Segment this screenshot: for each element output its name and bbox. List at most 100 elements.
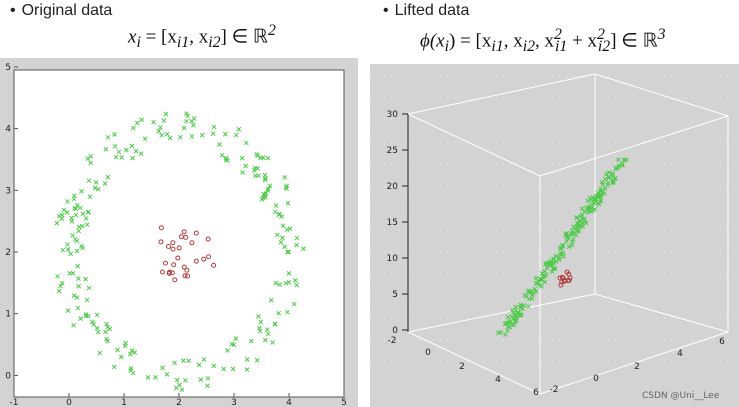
left-ticks: -1 0 1 2 3 4 5 0 1 2 3 4 5 bbox=[5, 63, 347, 407]
green-cross-point bbox=[67, 270, 73, 276]
green-cross-point bbox=[72, 205, 77, 211]
green-cross-point-3d bbox=[605, 182, 611, 188]
green-cross-point bbox=[96, 186, 101, 192]
green-cross-point-3d bbox=[533, 275, 539, 281]
red-circle-point-3d bbox=[567, 275, 573, 281]
green-cross-point-3d bbox=[564, 230, 570, 236]
original-data-plot: -1 0 1 2 3 4 5 0 1 2 3 4 5 bbox=[0, 58, 358, 407]
green-cross-point bbox=[78, 316, 84, 321]
green-cross-point bbox=[199, 132, 205, 138]
red-circle-point bbox=[211, 262, 217, 268]
green-cross-point bbox=[91, 322, 96, 327]
green-cross-point-3d bbox=[566, 244, 572, 250]
green-cross-point bbox=[229, 341, 235, 347]
green-cross-point bbox=[177, 134, 183, 140]
green-cross-point bbox=[71, 293, 77, 298]
red-circle-point bbox=[158, 239, 164, 245]
plot-background-3d bbox=[370, 64, 739, 407]
green-cross-point bbox=[284, 186, 289, 191]
green-cross-point-3d bbox=[569, 231, 575, 236]
red-circle-point bbox=[201, 256, 207, 262]
red-circle-point bbox=[181, 229, 187, 235]
green-cross-point bbox=[282, 244, 288, 250]
green-cross-point-3d bbox=[606, 174, 611, 180]
green-cross-point bbox=[73, 212, 79, 218]
green-cross-point-3d bbox=[616, 165, 621, 170]
green-cross-point-3d bbox=[551, 256, 557, 262]
red-circle-point bbox=[205, 236, 211, 242]
z-tick-label: 5 bbox=[392, 290, 398, 300]
green-cross-point bbox=[116, 149, 122, 155]
green-cross-point-3d bbox=[561, 254, 566, 259]
green-cross-point bbox=[244, 367, 250, 372]
right-points bbox=[495, 157, 629, 338]
red-circle-point bbox=[165, 244, 171, 250]
z-tick-label: 0 bbox=[392, 326, 398, 336]
plot-axes-box bbox=[13, 69, 345, 398]
green-cross-point bbox=[217, 142, 222, 147]
green-cross-point bbox=[115, 347, 120, 353]
red-circle-point-3d bbox=[558, 282, 564, 288]
green-cross-point-3d bbox=[613, 176, 618, 181]
green-cross-point-3d bbox=[569, 242, 575, 248]
green-cross-point bbox=[210, 131, 216, 137]
green-cross-point bbox=[89, 319, 95, 325]
green-cross-point bbox=[84, 222, 90, 227]
green-cross-point bbox=[243, 140, 249, 146]
green-cross-point bbox=[54, 220, 60, 226]
green-cross-point bbox=[95, 329, 101, 335]
green-cross-point-3d bbox=[597, 192, 603, 198]
green-cross-point bbox=[105, 135, 111, 140]
green-cross-point-3d bbox=[524, 294, 529, 300]
green-cross-point bbox=[102, 181, 108, 186]
green-cross-point-3d bbox=[513, 316, 518, 322]
green-cross-point bbox=[294, 242, 299, 248]
green-cross-point bbox=[118, 354, 124, 360]
green-cross-point bbox=[285, 200, 291, 206]
y-tick-label-3d: 4 bbox=[495, 375, 501, 385]
green-cross-point bbox=[263, 176, 268, 181]
green-cross-point bbox=[92, 185, 98, 191]
green-cross-point bbox=[239, 155, 245, 161]
x-tick-label-3d: 4 bbox=[677, 349, 683, 359]
x-tick-label-3d: 0 bbox=[593, 374, 599, 384]
green-cross-point bbox=[130, 155, 135, 161]
y-tick-label: 0 bbox=[5, 371, 11, 381]
green-cross-point bbox=[285, 309, 290, 315]
green-cross-point bbox=[211, 363, 217, 369]
green-cross-point-3d bbox=[574, 215, 580, 221]
green-cross-point bbox=[258, 155, 263, 161]
red-circle-point bbox=[169, 270, 175, 276]
green-cross-point bbox=[243, 163, 249, 169]
y-tick-label: 1 bbox=[5, 310, 11, 320]
green-cross-point bbox=[292, 277, 298, 283]
green-cross-point-3d bbox=[601, 191, 607, 196]
green-cross-point bbox=[230, 366, 236, 372]
y-tick-label-3d: -2 bbox=[388, 336, 397, 346]
green-cross-point bbox=[88, 153, 94, 159]
green-cross-point bbox=[183, 118, 189, 124]
green-cross-point bbox=[119, 155, 125, 160]
green-cross-point-3d bbox=[495, 330, 501, 336]
x-tick-label: 1 bbox=[121, 398, 127, 407]
green-cross-point bbox=[104, 321, 109, 327]
green-cross-point bbox=[159, 132, 165, 138]
green-cross-point-3d bbox=[533, 289, 539, 294]
green-cross-point bbox=[287, 226, 293, 231]
green-cross-point-3d bbox=[619, 161, 625, 167]
green-cross-point bbox=[179, 387, 185, 393]
green-cross-point bbox=[76, 276, 81, 281]
green-cross-point bbox=[272, 209, 278, 215]
green-cross-point bbox=[60, 247, 66, 253]
green-cross-point bbox=[55, 273, 60, 279]
green-cross-point bbox=[59, 212, 65, 218]
green-cross-point bbox=[74, 248, 80, 254]
green-cross-point bbox=[160, 365, 165, 371]
z-tick-label: 20 bbox=[387, 182, 399, 192]
green-cross-point-3d bbox=[543, 272, 549, 278]
box-edge bbox=[539, 331, 729, 395]
green-cross-point-3d bbox=[552, 266, 558, 272]
green-cross-point bbox=[79, 243, 84, 249]
